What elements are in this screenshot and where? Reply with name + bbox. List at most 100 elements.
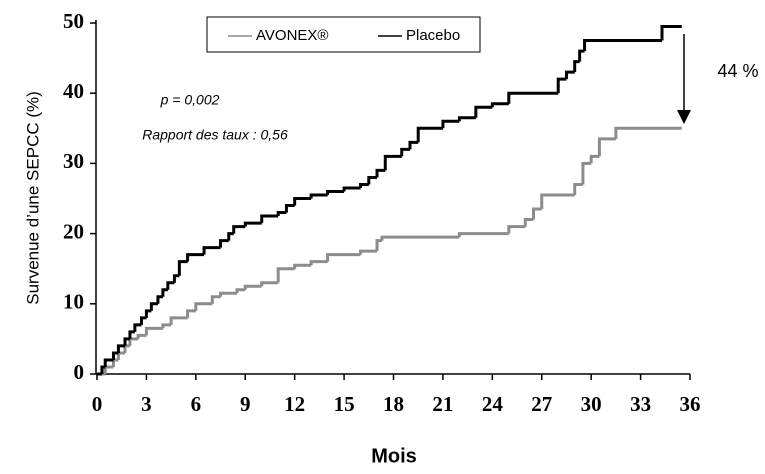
step-segment — [564, 70, 575, 80]
step-segment — [457, 232, 509, 238]
step-segment — [235, 288, 246, 294]
step-segment — [260, 214, 279, 224]
x-tick-label: 33 — [630, 392, 651, 416]
x-tick-label: 24 — [482, 392, 504, 416]
x-tick-label: 27 — [531, 392, 552, 416]
y-tick-label: 20 — [63, 219, 84, 243]
step-segment — [194, 302, 213, 311]
x-tick-label: 15 — [334, 392, 355, 416]
step-segment — [326, 189, 345, 195]
step-segment — [219, 291, 238, 297]
step-segment — [367, 175, 378, 185]
step-segment — [326, 253, 361, 262]
step-segment — [144, 309, 152, 318]
step-segment — [144, 326, 163, 336]
x-tick-label: 36 — [680, 392, 701, 416]
step-segment — [123, 337, 130, 346]
step-segment — [556, 77, 567, 94]
x-tick-label: 12 — [284, 392, 305, 416]
step-segment — [166, 281, 175, 290]
step-segment — [186, 253, 205, 262]
step-segment — [614, 126, 682, 139]
step-segment — [380, 235, 460, 241]
step-segment — [457, 116, 476, 122]
x-tick-label: 21 — [432, 392, 453, 416]
step-segment — [116, 351, 126, 360]
step-segment — [111, 351, 119, 360]
step-segment — [177, 260, 188, 276]
step-segment — [660, 25, 682, 41]
step-segment — [375, 168, 386, 178]
step-segment — [284, 204, 295, 213]
annotation: p = 0,002 — [160, 92, 220, 108]
step-segment — [103, 365, 114, 374]
legend-box — [206, 16, 481, 53]
x-axis-title: Mois — [371, 445, 417, 467]
step-segment — [172, 274, 180, 283]
legend-label: Placebo — [406, 27, 460, 44]
step-segment — [342, 186, 361, 192]
step-segment — [161, 323, 172, 329]
step-segment — [578, 49, 585, 62]
step-segment — [276, 211, 287, 217]
step-segment — [123, 344, 130, 353]
step-segment — [474, 105, 493, 118]
step-segment — [416, 126, 443, 143]
step-segment — [149, 302, 158, 311]
y-tick-label: 10 — [63, 290, 84, 314]
step-segment — [507, 91, 559, 104]
y-axis-title: Survenue d’une SEPCC (%) — [23, 91, 42, 305]
y-tick-label: 30 — [63, 149, 84, 173]
step-segment — [243, 284, 262, 290]
annotation: 44 % — [717, 61, 758, 81]
step-segment — [581, 161, 592, 185]
step-segment — [202, 246, 221, 255]
step-segment — [408, 140, 419, 150]
annotation: Rapport des taux : 0,56 — [142, 127, 288, 143]
y-tick-label: 0 — [74, 360, 85, 384]
legend-label: AVONEX® — [256, 27, 328, 44]
step-segment — [161, 288, 168, 297]
step-segment — [359, 249, 378, 255]
y-tick-label: 40 — [63, 79, 84, 103]
step-segment — [400, 147, 410, 157]
step-segment — [128, 337, 139, 346]
step-segment — [583, 39, 662, 52]
step-segment — [441, 119, 460, 129]
x-tick-label: 3 — [141, 392, 152, 416]
step-segment — [139, 316, 147, 325]
step-segment — [383, 154, 402, 171]
step-segment — [169, 316, 188, 325]
step-segment — [540, 193, 575, 210]
x-tick-label: 18 — [383, 392, 404, 416]
step-segment — [243, 221, 262, 227]
step-segment — [103, 358, 114, 367]
step-segment — [309, 193, 328, 199]
x-tick-label: 30 — [581, 392, 602, 416]
step-segment — [116, 344, 126, 353]
step-segment — [490, 102, 509, 108]
step-segment — [227, 232, 234, 241]
step-segment — [186, 309, 196, 318]
y-tick-label: 50 — [63, 9, 84, 33]
step-segment — [260, 281, 279, 287]
step-segment — [210, 295, 221, 304]
step-segment — [232, 225, 246, 234]
step-segment — [359, 182, 369, 188]
step-segment — [507, 225, 526, 234]
step-segment — [156, 295, 163, 304]
step-segment — [133, 323, 142, 332]
step-segment — [523, 218, 534, 227]
step-segment — [219, 239, 229, 248]
step-segment — [573, 60, 580, 73]
step-segment — [293, 197, 312, 206]
x-tick-label: 9 — [240, 392, 251, 416]
step-segment — [375, 239, 382, 252]
step-segment — [589, 154, 600, 164]
arrow-head — [677, 110, 691, 124]
step-segment — [573, 182, 583, 195]
step-segment — [309, 260, 328, 266]
step-segment — [136, 333, 147, 339]
x-tick-label: 6 — [191, 392, 202, 416]
